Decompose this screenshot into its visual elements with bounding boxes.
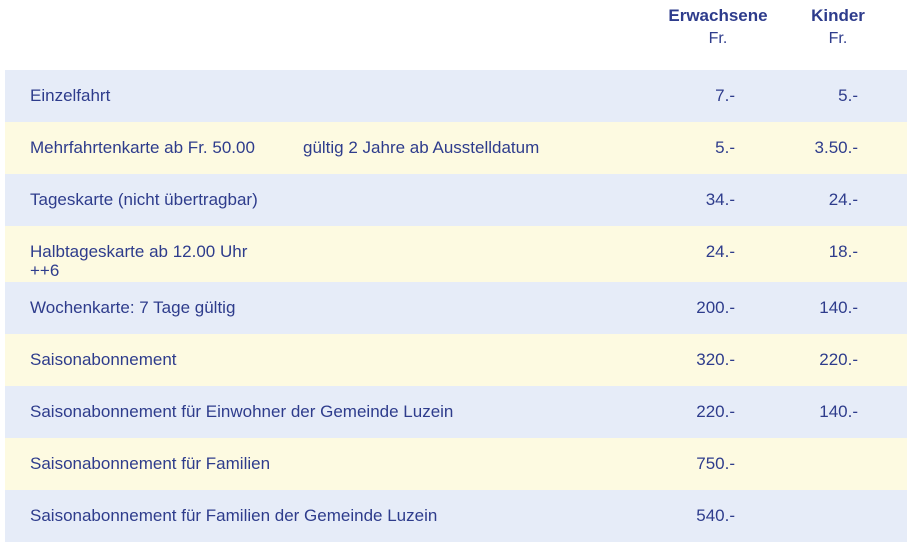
price-children: 140.- <box>819 298 858 317</box>
table-row: Saisonabonnement 320.- 220.- <box>5 334 907 386</box>
table-row: Tageskarte (nicht übertragbar) 34.- 24.- <box>5 174 907 226</box>
column-header-adults: Erwachsene Fr. <box>658 6 778 49</box>
ticket-label: Halbtageskarte ab 12.00 Uhr <box>30 242 248 261</box>
price-adults: 200.- <box>696 298 735 317</box>
price-children: 220.- <box>819 350 858 369</box>
ticket-label: Einzelfahrt <box>30 86 111 105</box>
table-row: Mehrfahrtenkarte ab Fr. 50.00 gültig 2 J… <box>5 122 907 174</box>
ticket-label: Mehrfahrtenkarte ab Fr. 50.00 <box>30 138 255 157</box>
price-adults: 5.- <box>715 138 735 157</box>
price-table: Einzelfahrt 7.- 5.- Mehrfahrtenkarte ab … <box>5 70 907 542</box>
price-adults: 320.- <box>696 350 735 369</box>
price-adults: 540.- <box>696 506 735 525</box>
ticket-note: gültig 2 Jahre ab Ausstelldatum <box>303 138 540 157</box>
price-table-header: Erwachsene Fr. Kinder Fr. <box>0 0 910 70</box>
ticket-label: Saisonabonnement <box>30 350 177 369</box>
price-children: 140.- <box>819 402 858 421</box>
column-unit-children: Fr. <box>828 30 848 47</box>
table-row: Wochenkarte: 7 Tage gültig 200.- 140.- <box>5 282 907 334</box>
price-children: 5.- <box>838 86 858 105</box>
price-adults: 750.- <box>696 454 735 473</box>
ticket-label-group: Halbtageskarte ab 12.00 Uhr ++6 <box>30 242 247 280</box>
price-adults: 220.- <box>696 402 735 421</box>
table-row: Saisonabonnement für Familien der Gemein… <box>5 490 907 542</box>
ticket-label: Saisonabonnement für Einwohner der Gemei… <box>30 402 454 421</box>
ticket-sublabel: ++6 <box>30 261 60 280</box>
ticket-label: Tageskarte (nicht übertragbar) <box>30 190 258 209</box>
table-row: Halbtageskarte ab 12.00 Uhr ++6 24.- 18.… <box>5 226 907 282</box>
ticket-label: Saisonabonnement für Familien <box>30 454 271 473</box>
ticket-label: Saisonabonnement für Familien der Gemein… <box>30 506 438 525</box>
price-children: 18.- <box>828 242 858 261</box>
price-adults: 24.- <box>705 242 735 261</box>
table-row: Saisonabonnement für Familien 750.- <box>5 438 907 490</box>
ticket-label: Wochenkarte: 7 Tage gültig <box>30 298 236 317</box>
price-adults: 34.- <box>705 190 735 209</box>
column-title-adults: Erwachsene <box>668 6 768 25</box>
price-children: 24.- <box>828 190 858 209</box>
table-row: Saisonabonnement für Einwohner der Gemei… <box>5 386 907 438</box>
column-title-children: Kinder <box>811 6 865 25</box>
column-header-children: Kinder Fr. <box>780 6 896 49</box>
price-children: 3.50.- <box>814 138 858 157</box>
table-row: Einzelfahrt 7.- 5.- <box>5 70 907 122</box>
price-adults: 7.- <box>715 86 735 105</box>
column-unit-adults: Fr. <box>708 30 728 47</box>
